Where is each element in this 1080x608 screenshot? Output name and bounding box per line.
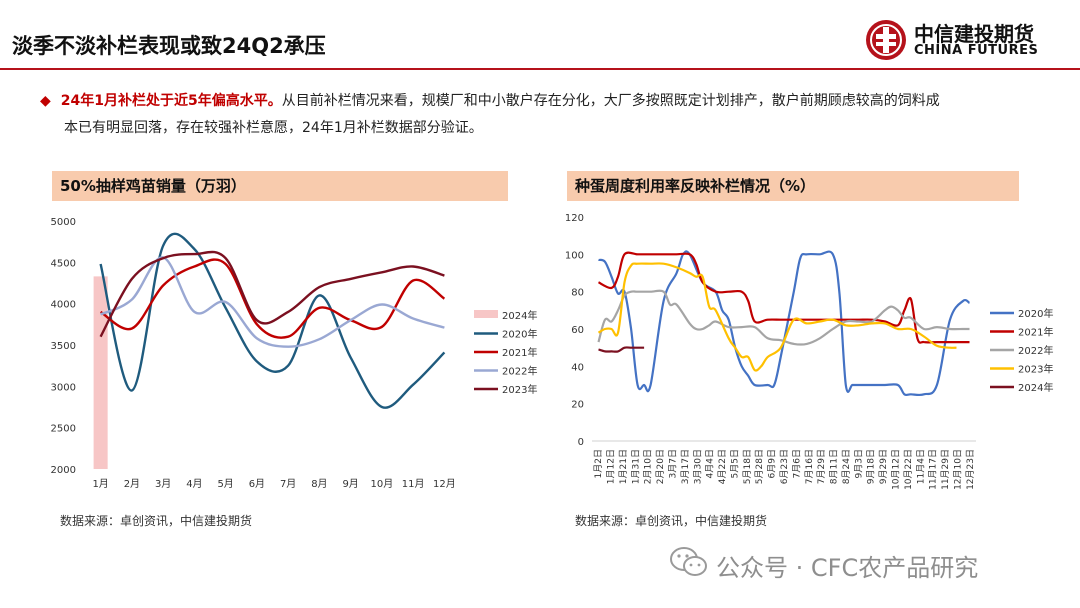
- y-tick-label: 100: [565, 250, 584, 261]
- x-tick-label: 9月18日: [866, 449, 877, 484]
- x-tick-label: 3月30日: [692, 449, 703, 484]
- x-tick-label: 2月: [124, 478, 140, 490]
- left-chart: 2000 2500 3000 3500 4000 4500 5000 1月 2月 3月 4月 5月 6月…: [51, 217, 538, 490]
- x-tick-label: 1月2日: [593, 449, 604, 478]
- x-tick-label: 5月18日: [742, 449, 753, 484]
- x-tick-label: 2月10日: [643, 449, 654, 484]
- legend-label-2020: 2020年: [1018, 307, 1053, 320]
- diamond-bullet-icon: ◆: [40, 93, 51, 109]
- legend-swatch-2024: [474, 310, 498, 318]
- series-line-2023: [99, 250, 445, 338]
- series-line-2021: [99, 258, 446, 339]
- left-chart-source: 数据来源：卓创资讯，中信建投期货: [60, 514, 253, 528]
- bullet-text-line2: 本已有明显回落，存在较强补栏意愿，24年1月补栏数据部分验证。: [64, 120, 483, 136]
- x-tick-label: 8月: [311, 478, 327, 490]
- legend-label-2024: 2024年: [1018, 381, 1053, 394]
- y-tick-label: 40: [571, 362, 584, 373]
- page-title: 淡季不淡补栏表现或致24Q2承压: [12, 34, 326, 58]
- x-tick-label: 7月29日: [816, 449, 827, 484]
- header-divider: [0, 68, 1080, 70]
- y-tick-label: 60: [571, 325, 584, 336]
- x-tick-label: 2月20日: [655, 449, 666, 484]
- x-tick-label: 12月10日: [952, 449, 963, 490]
- y-tick-label: 3500: [51, 341, 76, 352]
- legend-label-2022: 2022年: [1018, 344, 1053, 357]
- x-tick-label: 9月3日: [853, 449, 864, 478]
- y-tick-label: 4500: [51, 258, 76, 269]
- y-tick-label: 4000: [51, 300, 76, 311]
- x-tick-label: 7月16日: [804, 449, 815, 484]
- x-tick-label: 1月21日: [618, 449, 629, 484]
- right-chart-heading: 种蛋周度利用率反映补栏情况（%）: [567, 171, 1019, 201]
- right-chart-source: 数据来源：卓创资讯，中信建投期货: [575, 514, 768, 528]
- x-tick-label: 8月11日: [829, 449, 840, 484]
- brand-logo: 中信建投期货 CHINA FUTURES: [864, 18, 1054, 62]
- legend-label-2022: 2022年: [502, 365, 537, 378]
- bullet-highlight: 24年1月补栏处于近5年偏高水平。: [60, 93, 282, 109]
- x-tick-label: 5月5日: [729, 449, 740, 478]
- x-tick-label: 6月: [249, 478, 265, 490]
- watermark-text: 公众号 · CFC农产品研究: [716, 554, 979, 582]
- x-tick-label: 11月29日: [940, 449, 951, 490]
- x-tick-label: 6月23日: [779, 449, 790, 484]
- bullet-text-line1: 从目前补栏情况来看，规模厂和中小散户存在分化，大厂多按照既定计划排产，散户前期顾…: [281, 93, 940, 109]
- brand-emblem-icon: [866, 20, 906, 60]
- series-line-2020: [598, 250, 971, 397]
- brand-name-en: CHINA FUTURES: [914, 43, 1039, 58]
- x-tick-label: 3月: [155, 478, 171, 490]
- series-line-2023: [597, 262, 957, 372]
- x-tick-label: 6月9日: [767, 449, 778, 478]
- x-tick-label: 7月: [280, 478, 296, 490]
- x-tick-label: 12月23日: [965, 449, 976, 490]
- x-tick-label: 10月: [371, 478, 394, 490]
- series-line-2021: [597, 251, 970, 344]
- brand-name-cn: 中信建投期货: [914, 22, 1034, 46]
- y-tick-label: 20: [571, 400, 584, 411]
- x-tick-label: 5月28日: [754, 449, 765, 484]
- y-tick-label: 0: [578, 437, 584, 448]
- bullet-paragraph: ◆ 24年1月补栏处于近5年偏高水平。从目前补栏情况来看，规模厂和中小散户存在分化…: [40, 88, 1050, 142]
- x-tick-label: 11月17日: [928, 449, 939, 490]
- legend-label-2020: 2020年: [502, 328, 537, 341]
- legend-label-2021: 2021年: [1018, 326, 1053, 339]
- y-tick-label: 2000: [51, 465, 76, 476]
- y-tick-label: 2500: [51, 424, 76, 435]
- y-tick-label: 120: [565, 213, 584, 224]
- bar-2024: [93, 276, 108, 469]
- x-tick-label: 7月6日: [791, 449, 802, 478]
- legend-label-2021: 2021年: [502, 346, 537, 359]
- legend-label-2024: 2024年: [502, 309, 537, 322]
- x-tick-label: 1月31日: [630, 449, 641, 484]
- x-tick-label: 12月: [433, 478, 456, 490]
- y-tick-label: 3000: [51, 382, 76, 393]
- x-tick-label: 3月7日: [668, 449, 679, 478]
- series-line-2022: [597, 289, 970, 346]
- y-tick-label: 5000: [51, 217, 76, 228]
- x-tick-label: 4月: [186, 478, 202, 490]
- wechat-icon: [670, 547, 707, 576]
- left-chart-heading: 50%抽样鸡苗销量（万羽）: [52, 171, 508, 201]
- legend-label-2023: 2023年: [1018, 363, 1053, 376]
- x-tick-label: 10月22日: [903, 449, 914, 490]
- series-line-2020: [99, 232, 446, 409]
- x-tick-label: 9月: [342, 478, 358, 490]
- x-tick-label: 11月4日: [915, 449, 926, 484]
- x-tick-label: 1月: [92, 478, 108, 490]
- x-tick-label: 4月4日: [705, 449, 716, 478]
- x-tick-label: 4月22日: [717, 449, 728, 484]
- series-line-2024: [598, 346, 645, 353]
- x-tick-label: 5月: [217, 478, 233, 490]
- x-tick-label: 11月: [402, 478, 425, 490]
- x-tick-label: 10月12日: [890, 449, 901, 490]
- legend-label-2023: 2023年: [502, 383, 537, 396]
- x-tick-label: 3月17日: [680, 449, 691, 484]
- x-tick-label: 8月24日: [841, 449, 852, 484]
- x-tick-label: 1月12日: [606, 449, 617, 484]
- y-tick-label: 80: [571, 288, 584, 299]
- x-tick-label: 9月29日: [878, 449, 889, 484]
